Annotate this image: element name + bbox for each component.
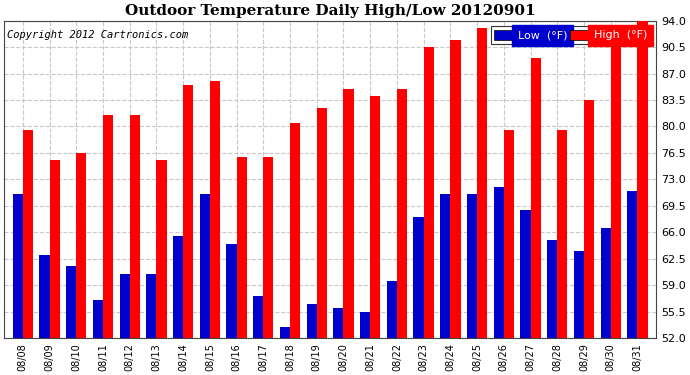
Bar bbox=[253, 296, 264, 338]
Bar bbox=[584, 100, 594, 338]
Bar bbox=[226, 243, 237, 338]
Legend: Low  (°F), High  (°F): Low (°F), High (°F) bbox=[491, 26, 651, 44]
Bar bbox=[130, 115, 140, 338]
Bar bbox=[23, 130, 33, 338]
Bar bbox=[360, 312, 371, 338]
Bar bbox=[451, 40, 460, 338]
Bar bbox=[611, 36, 621, 338]
Bar bbox=[93, 300, 103, 338]
Bar bbox=[39, 255, 50, 338]
Bar bbox=[66, 266, 77, 338]
Bar bbox=[157, 160, 166, 338]
Bar bbox=[424, 47, 434, 338]
Bar bbox=[119, 274, 130, 338]
Bar bbox=[280, 327, 290, 338]
Bar bbox=[440, 195, 451, 338]
Bar bbox=[397, 89, 407, 338]
Bar bbox=[183, 85, 193, 338]
Bar bbox=[12, 195, 23, 338]
Bar bbox=[77, 153, 86, 338]
Bar bbox=[173, 236, 183, 338]
Bar bbox=[387, 281, 397, 338]
Bar bbox=[477, 28, 487, 338]
Bar bbox=[371, 96, 380, 338]
Text: Copyright 2012 Cartronics.com: Copyright 2012 Cartronics.com bbox=[8, 30, 188, 40]
Bar bbox=[520, 210, 531, 338]
Bar bbox=[547, 240, 558, 338]
Bar bbox=[574, 251, 584, 338]
Bar bbox=[333, 308, 344, 338]
Bar bbox=[600, 228, 611, 338]
Bar bbox=[467, 195, 477, 338]
Bar bbox=[504, 130, 514, 338]
Bar bbox=[290, 123, 300, 338]
Bar bbox=[306, 304, 317, 338]
Bar bbox=[317, 108, 327, 338]
Bar bbox=[210, 81, 220, 338]
Bar bbox=[638, 21, 647, 338]
Bar bbox=[146, 274, 157, 338]
Bar bbox=[50, 160, 60, 338]
Bar bbox=[103, 115, 113, 338]
Bar bbox=[264, 157, 273, 338]
Bar bbox=[558, 130, 567, 338]
Title: Outdoor Temperature Daily High/Low 20120901: Outdoor Temperature Daily High/Low 20120… bbox=[125, 4, 535, 18]
Bar bbox=[199, 195, 210, 338]
Bar bbox=[413, 217, 424, 338]
Bar bbox=[344, 89, 354, 338]
Bar bbox=[627, 190, 638, 338]
Bar bbox=[531, 58, 541, 338]
Bar bbox=[237, 157, 247, 338]
Bar bbox=[493, 187, 504, 338]
